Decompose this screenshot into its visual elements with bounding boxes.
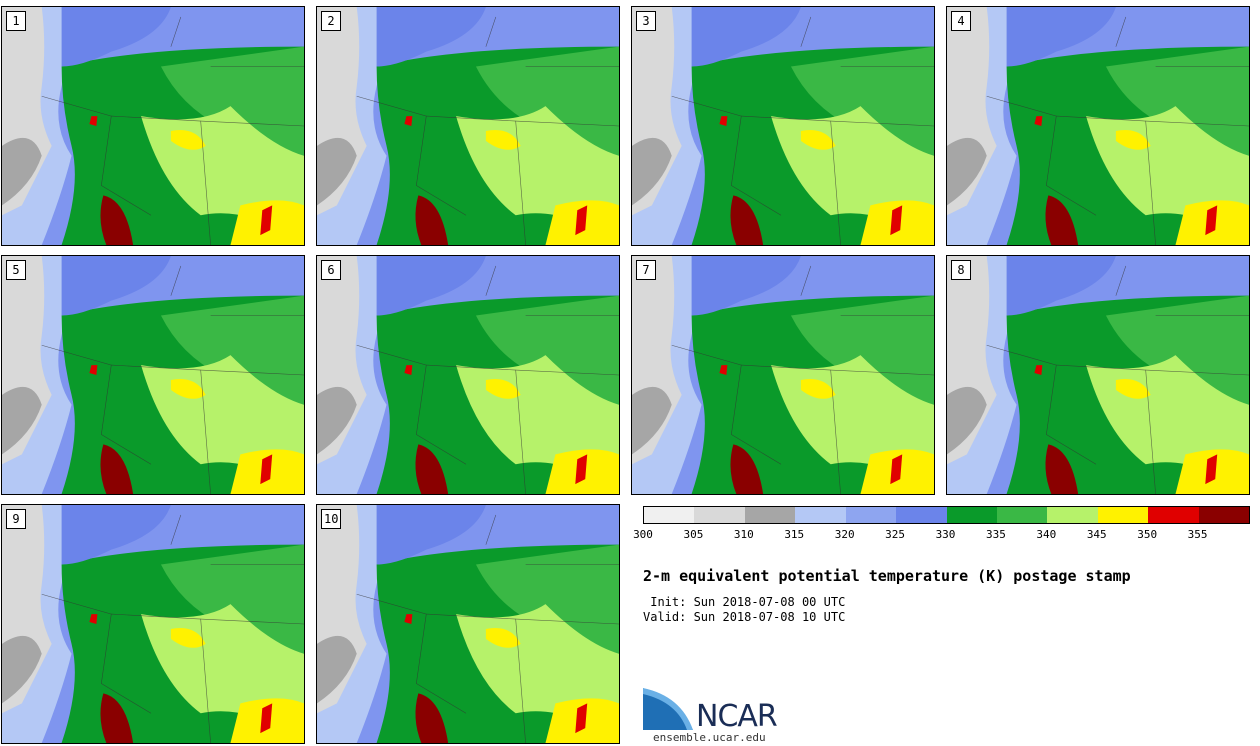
colorbar-segment	[896, 507, 947, 523]
colorbar-segment	[1148, 507, 1199, 523]
valid-time: Valid: Sun 2018-07-08 10 UTC	[643, 610, 846, 624]
colorbar-segment	[744, 507, 796, 523]
ncar-logo-text: NCAR	[696, 699, 778, 734]
colorbar-tick-labels: 300 305 310 315 320 325 330 335 340 345 350 355	[633, 528, 1248, 542]
colorbar-segment	[946, 507, 997, 523]
ncar-logo-icon	[643, 688, 693, 730]
postage-stamp: 10	[316, 504, 620, 744]
colorbar-segment	[795, 507, 846, 523]
postage-stamp: 7	[631, 255, 935, 495]
colorbar-tick: 325	[885, 528, 906, 541]
colorbar	[643, 506, 1250, 524]
stamp-member-label: 1	[6, 11, 26, 31]
colorbar-segment	[644, 507, 695, 523]
colorbar-tick: 345	[1086, 528, 1107, 541]
colorbar-tick: 355	[1187, 528, 1208, 541]
postage-stamp: 1	[1, 6, 305, 246]
stamp-member-label: 5	[6, 260, 26, 280]
postage-stamp: 9	[1, 504, 305, 744]
colorbar-segment	[1198, 507, 1250, 523]
stamp-member-label: 2	[321, 11, 341, 31]
stamp-member-label: 4	[951, 11, 971, 31]
time-info: Init: Sun 2018-07-08 00 UTC Valid: Sun 20…	[643, 595, 845, 625]
colorbar-tick: 300	[633, 528, 653, 541]
colorbar-tick: 335	[985, 528, 1006, 541]
stamp-member-label: 9	[6, 509, 26, 529]
init-time: Init: Sun 2018-07-08 00 UTC	[643, 595, 846, 609]
stamp-member-label: 8	[951, 260, 971, 280]
site-url: ensemble.ucar.edu	[653, 731, 766, 744]
plot-title: 2-m equivalent potential temperature (K)…	[643, 567, 1131, 585]
postage-stamp: 6	[316, 255, 620, 495]
postage-stamp: 2	[316, 6, 620, 246]
colorbar-tick: 320	[834, 528, 855, 541]
colorbar-tick: 350	[1137, 528, 1158, 541]
stamp-member-label: 6	[321, 260, 341, 280]
colorbar-segment	[1097, 507, 1149, 523]
colorbar-segment	[996, 507, 1048, 523]
colorbar-tick: 315	[784, 528, 805, 541]
colorbar-tick: 310	[733, 528, 754, 541]
colorbar-tick: 305	[683, 528, 704, 541]
stamp-member-label: 3	[636, 11, 656, 31]
postage-stamp: 5	[1, 255, 305, 495]
colorbar-tick: 330	[935, 528, 956, 541]
stamp-member-label: 10	[321, 509, 342, 529]
postage-stamp: 3	[631, 6, 935, 246]
colorbar-segment	[694, 507, 745, 523]
stamp-member-label: 7	[636, 260, 656, 280]
postage-stamp: 4	[946, 6, 1250, 246]
colorbar-segment	[1047, 507, 1098, 523]
postage-stamp: 8	[946, 255, 1250, 495]
colorbar-tick: 340	[1036, 528, 1057, 541]
colorbar-segment	[845, 507, 897, 523]
